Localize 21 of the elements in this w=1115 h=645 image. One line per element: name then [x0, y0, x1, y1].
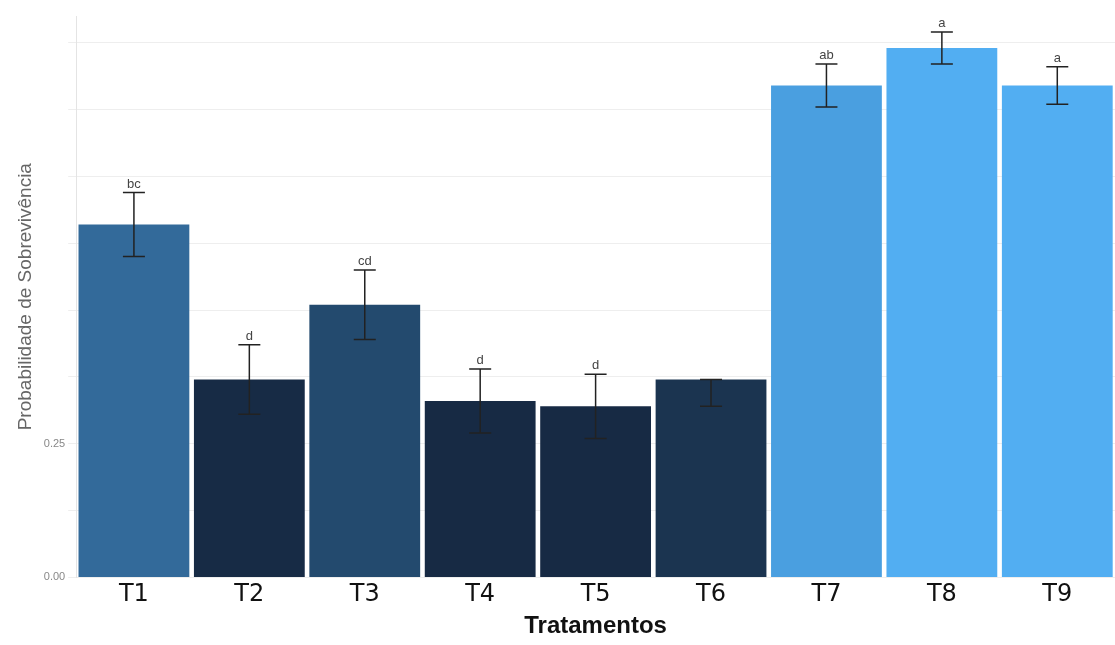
y-axis-title: Probabilidade de Sobrevivência	[13, 162, 35, 431]
annotation: a	[1053, 49, 1062, 65]
y-tick-label: 0.25	[43, 436, 66, 449]
annotation: cd	[357, 253, 372, 269]
y-tick-label: 0.00	[43, 570, 66, 583]
x-tick-label: T2	[233, 579, 265, 608]
x-tick-label: T8	[925, 579, 957, 608]
x-tick-label: T1	[117, 579, 149, 608]
x-tick-label: T5	[579, 579, 611, 608]
x-tick-label: T6	[695, 579, 726, 608]
annotation: a	[938, 15, 947, 31]
x-tick-label: T9	[1041, 579, 1073, 608]
annotation: bc	[127, 175, 142, 191]
x-axis-title: Tratamentos	[524, 611, 667, 639]
x-tick-label: T3	[348, 579, 380, 608]
annotation: d	[245, 327, 253, 343]
annotation: d	[476, 351, 484, 367]
annotation: ab	[819, 47, 834, 63]
x-tick-label: T4	[464, 579, 496, 608]
x-tick-label: T7	[810, 579, 842, 608]
annotation: d	[591, 357, 600, 373]
